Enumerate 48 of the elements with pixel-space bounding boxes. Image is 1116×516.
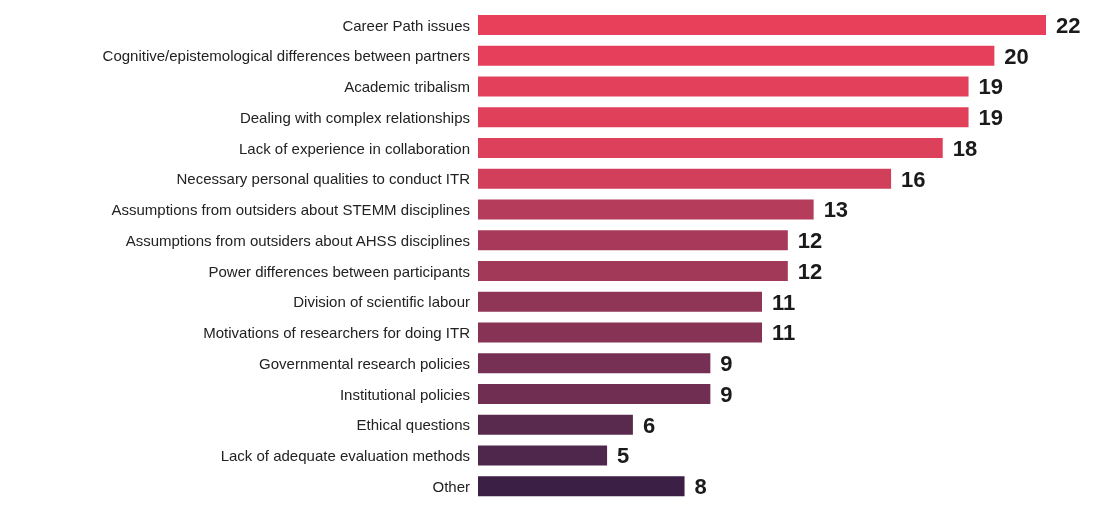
y-tick-label: Lack of experience in collaboration bbox=[239, 139, 470, 157]
data-label: 11 bbox=[772, 289, 796, 315]
y-tick-label: Necessary personal qualities to conduct ITR bbox=[176, 170, 471, 188]
y-tick-label: Assumptions from outsiders about AHSS disciplines bbox=[125, 231, 470, 249]
bar bbox=[478, 322, 762, 343]
data-label: 18 bbox=[952, 135, 978, 161]
data-label: 9 bbox=[720, 351, 733, 377]
y-tick-label: Other bbox=[432, 477, 470, 495]
data-label: 20 bbox=[1004, 43, 1029, 69]
data-label: 12 bbox=[797, 228, 823, 254]
y-tick-label: Ethical questions bbox=[356, 416, 470, 434]
bar bbox=[478, 138, 943, 158]
bar bbox=[478, 76, 969, 97]
y-tick-label: Assumptions from outsiders about STEMM disciplines bbox=[111, 201, 470, 219]
data-label: 12 bbox=[797, 258, 823, 284]
data-label: 11 bbox=[772, 320, 796, 346]
y-tick-label: Governmental research policies bbox=[259, 354, 470, 372]
bar bbox=[478, 107, 969, 128]
y-tick-label: Power differences between participants bbox=[208, 262, 470, 280]
bar bbox=[478, 384, 711, 404]
data-label: 19 bbox=[978, 74, 1004, 100]
bar bbox=[478, 445, 608, 466]
bar bbox=[478, 261, 788, 281]
data-label: 6 bbox=[642, 412, 656, 438]
bar bbox=[478, 168, 892, 189]
bar bbox=[478, 199, 814, 220]
y-tick-label: Institutional policies bbox=[339, 385, 470, 403]
data-label: 22 bbox=[1056, 12, 1081, 38]
y-tick-label: Motivations of researchers for doing ITR bbox=[203, 324, 471, 342]
bar bbox=[478, 291, 762, 312]
data-label: 5 bbox=[617, 443, 630, 469]
data-label: 19 bbox=[978, 105, 1004, 131]
y-tick-label: Cognitive/epistemological differences between partners bbox=[102, 47, 470, 65]
y-tick-label: Career Path issues bbox=[342, 16, 470, 34]
data-label: 13 bbox=[823, 197, 849, 223]
y-tick-label: Dealing with complex relationships bbox=[239, 108, 470, 126]
bar bbox=[478, 15, 1046, 35]
bar bbox=[478, 414, 633, 435]
data-label: 9 bbox=[720, 381, 733, 407]
bar bbox=[478, 45, 995, 66]
bar bbox=[478, 353, 711, 374]
y-tick-label: Lack of adequate evaluation methods bbox=[220, 447, 470, 465]
data-label: 8 bbox=[694, 474, 707, 500]
bar bbox=[478, 230, 788, 251]
bar bbox=[478, 476, 685, 497]
data-label: 16 bbox=[901, 166, 926, 192]
y-tick-label: Division of scientific labour bbox=[293, 293, 470, 311]
y-tick-label: Academic tribalism bbox=[344, 78, 470, 96]
